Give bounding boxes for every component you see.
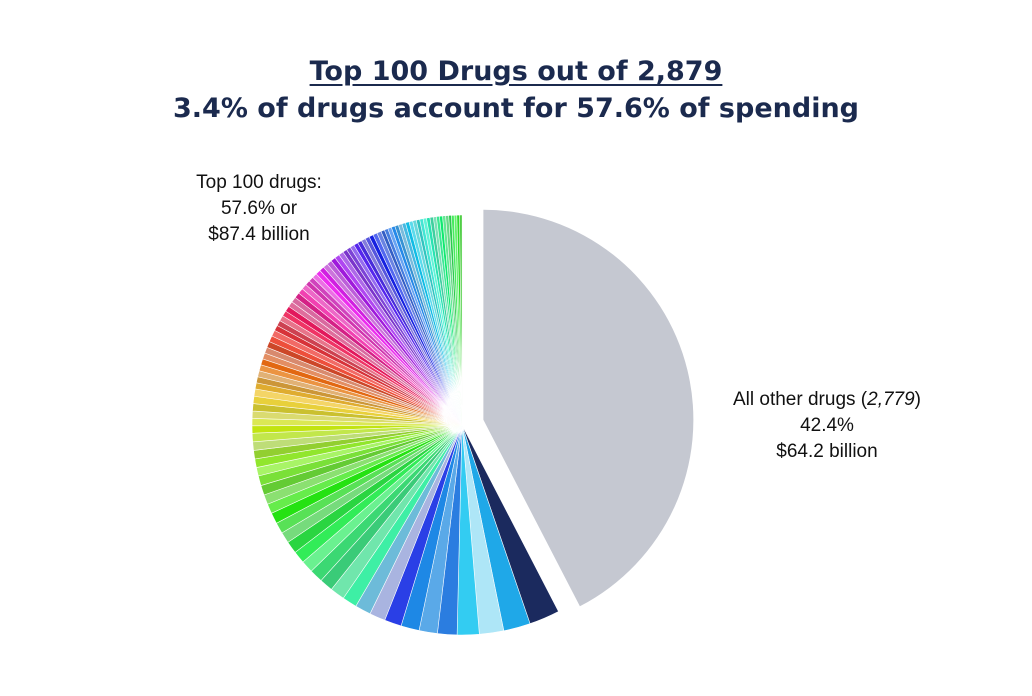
- other-annotation-close: ): [914, 389, 921, 410]
- top100-annotation-line2: 57.6% or: [220, 198, 298, 219]
- other-annotation-count: 2,779: [867, 389, 915, 410]
- chart-title: Top 100 Drugs out of 2,879: [309, 56, 723, 87]
- pie-slice-other: [483, 209, 694, 607]
- pie-slice-top100-100: [459, 214, 463, 426]
- other-annotation-line3: $64.2 billion: [776, 441, 878, 462]
- other-annotation-line1: All other drugs (2,779): [708, 387, 946, 413]
- other-annotation-line2: 42.4%: [800, 415, 854, 436]
- top100-annotation-line3: $87.4 billion: [208, 224, 310, 245]
- top100-annotation-line1: Top 100 drugs:: [196, 172, 322, 193]
- top100-slices: [251, 214, 559, 636]
- other-slice-group: [483, 209, 694, 607]
- chart-subtitle: 3.4% of drugs account for 57.6% of spend…: [172, 93, 859, 124]
- other-annotation: All other drugs (2,779) 42.4% $64.2 bill…: [708, 387, 946, 465]
- top100-annotation: Top 100 drugs: 57.6% or $87.4 billion: [150, 170, 368, 248]
- other-annotation-prefix: All other drugs (: [733, 389, 868, 410]
